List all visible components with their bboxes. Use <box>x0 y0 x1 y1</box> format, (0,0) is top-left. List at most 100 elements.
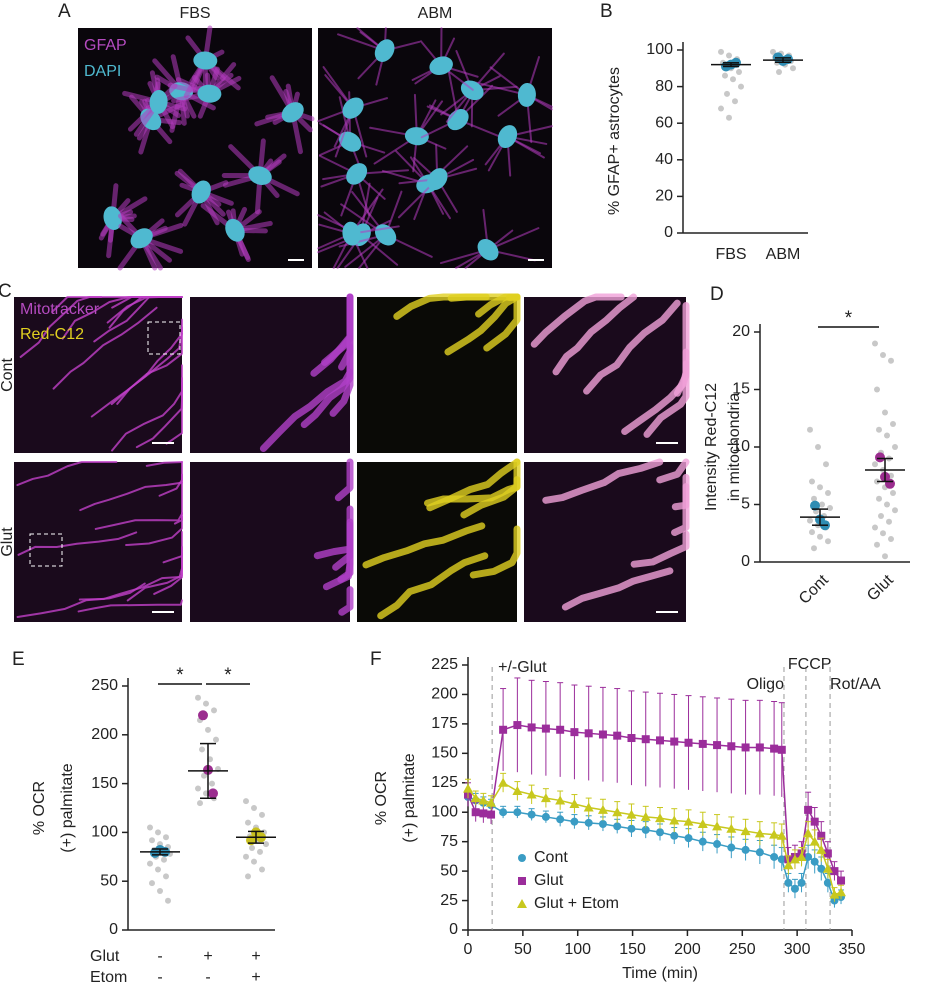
x-axis-label: Time (min) <box>622 965 698 982</box>
legend-marker <box>518 854 526 862</box>
data-point <box>640 811 651 821</box>
data-point <box>584 729 593 738</box>
nucleus <box>197 84 222 103</box>
x-tick-label: 300 <box>784 941 811 958</box>
data-point <box>770 744 779 753</box>
nucleus <box>248 166 272 185</box>
data-point <box>736 68 742 75</box>
condition-level: + <box>251 948 260 965</box>
data-point <box>683 816 694 826</box>
data-point <box>698 837 707 846</box>
mitochondria <box>337 538 354 583</box>
data-point <box>755 743 764 752</box>
mitochondria <box>334 458 354 502</box>
stain-label: DAPI <box>84 63 121 80</box>
data-point <box>810 857 819 866</box>
data-point <box>656 828 664 837</box>
nucleus <box>497 125 518 149</box>
data-point <box>670 831 679 840</box>
y-tick-label: 0 <box>664 224 673 241</box>
data-point <box>684 738 693 747</box>
y-tick-label: 50 <box>100 872 118 889</box>
mitochondria <box>17 531 138 556</box>
data-point <box>627 734 636 743</box>
data-point <box>541 812 550 821</box>
significance-label: * <box>224 665 232 686</box>
data-point <box>155 829 161 836</box>
mitochondria <box>126 552 183 602</box>
data-point <box>656 736 664 745</box>
data-point <box>882 409 888 416</box>
mitochondria <box>145 461 183 467</box>
data-point <box>641 825 650 834</box>
legend-label: Glut <box>534 872 564 889</box>
data-point <box>807 426 813 433</box>
data-point <box>713 741 722 750</box>
y-tick-label: 0 <box>449 921 458 938</box>
data-point <box>809 478 815 485</box>
data-point <box>570 728 579 737</box>
data-point <box>777 745 786 754</box>
mitochondria <box>530 293 625 348</box>
data-point <box>872 461 878 468</box>
data-point <box>540 793 551 803</box>
y-tick-label: 250 <box>91 677 118 694</box>
y-tick-label: 60 <box>655 114 673 131</box>
data-point <box>243 798 249 805</box>
data-point <box>872 340 878 347</box>
data-point <box>892 444 898 450</box>
nucleus <box>429 56 453 76</box>
x-tick-label: 250 <box>729 941 756 958</box>
y-axis-label: Intensity Red-C12 <box>703 383 720 511</box>
data-point <box>783 860 794 870</box>
mitochondria <box>475 293 521 318</box>
data-point <box>655 813 665 823</box>
stain-label: Mitotracker <box>20 301 100 318</box>
data-point <box>888 357 894 364</box>
panel-letter: C <box>0 281 12 302</box>
mitochondria <box>93 296 173 343</box>
data-point <box>155 866 161 873</box>
mitochondria <box>671 483 690 537</box>
row-label: Cont <box>0 358 16 392</box>
data-point <box>527 810 536 819</box>
y-tick-label: 50 <box>440 862 458 879</box>
mitochondria <box>110 318 183 406</box>
mitochondria <box>135 377 183 449</box>
data-point <box>776 830 787 840</box>
nucleus <box>342 97 364 119</box>
data-point <box>740 826 751 836</box>
data-point <box>882 553 888 560</box>
column-label: FBS <box>179 5 210 22</box>
nucleus <box>427 168 448 191</box>
data-point <box>598 730 607 739</box>
data-point <box>888 536 894 542</box>
data-point <box>876 495 882 502</box>
data-point <box>718 48 724 55</box>
data-point <box>830 867 839 876</box>
data-point <box>755 848 764 857</box>
data-point <box>471 808 480 817</box>
data-point <box>613 731 622 740</box>
data-point <box>163 873 169 880</box>
y-tick-label: 40 <box>655 151 673 168</box>
data-point <box>804 805 813 814</box>
data-point <box>499 725 508 734</box>
replicate-mean <box>810 500 820 511</box>
data-point <box>626 809 637 819</box>
data-point <box>807 517 813 524</box>
data-point <box>741 845 750 854</box>
data-point <box>741 743 750 752</box>
micrograph <box>190 462 350 622</box>
nucleus <box>225 218 245 242</box>
replicate-mean <box>885 478 895 489</box>
data-point <box>726 114 732 121</box>
x-tick-label: 50 <box>514 941 532 958</box>
y-tick-label: 20 <box>732 323 750 340</box>
data-point <box>163 834 169 841</box>
data-point <box>811 545 817 552</box>
y-tick-label: 20 <box>655 188 673 205</box>
nucleus <box>374 39 395 62</box>
data-point <box>819 501 825 508</box>
legend-marker <box>517 899 527 908</box>
